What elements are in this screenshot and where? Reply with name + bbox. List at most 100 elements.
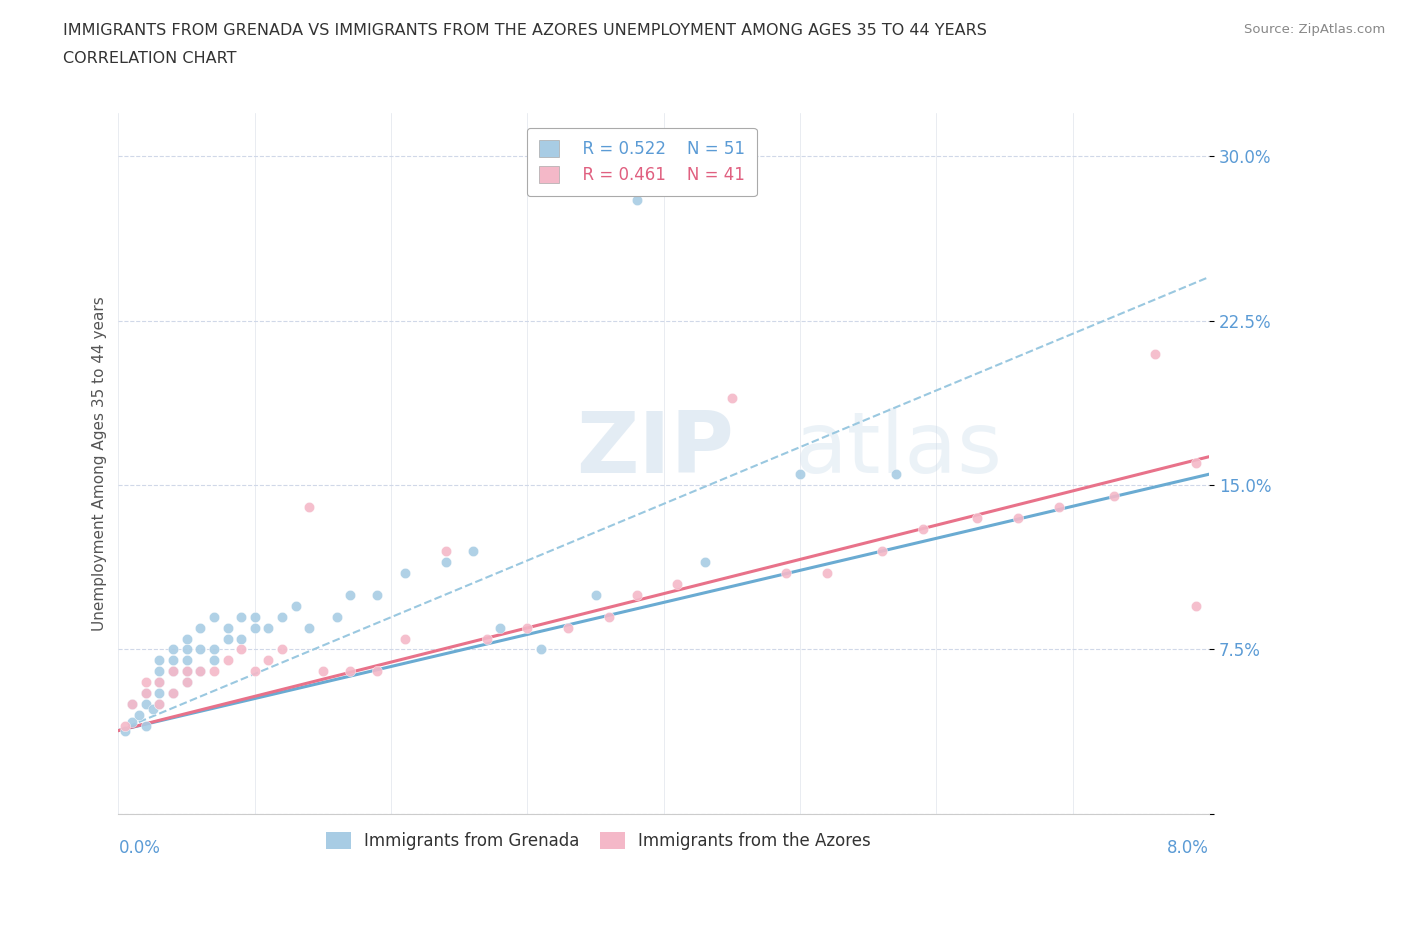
Point bbox=[598, 609, 620, 624]
Legend: Immigrants from Grenada, Immigrants from the Azores: Immigrants from Grenada, Immigrants from… bbox=[318, 823, 879, 858]
Point bbox=[284, 598, 307, 613]
Point bbox=[176, 631, 198, 646]
Point bbox=[162, 653, 184, 668]
Point bbox=[243, 609, 266, 624]
Point bbox=[121, 714, 143, 729]
Point bbox=[815, 565, 838, 580]
Point bbox=[394, 565, 416, 580]
Point bbox=[434, 543, 457, 558]
Point bbox=[188, 620, 211, 635]
Point bbox=[394, 631, 416, 646]
Point bbox=[1184, 456, 1206, 471]
Point bbox=[257, 653, 280, 668]
Point bbox=[626, 587, 648, 602]
Point bbox=[475, 631, 498, 646]
Point bbox=[666, 577, 689, 591]
Point bbox=[202, 609, 225, 624]
Point bbox=[489, 620, 512, 635]
Point bbox=[135, 675, 157, 690]
Point bbox=[148, 653, 170, 668]
Point bbox=[148, 664, 170, 679]
Y-axis label: Unemployment Among Ages 35 to 44 years: Unemployment Among Ages 35 to 44 years bbox=[93, 296, 107, 631]
Point bbox=[1143, 346, 1166, 361]
Text: Source: ZipAtlas.com: Source: ZipAtlas.com bbox=[1244, 23, 1385, 36]
Point bbox=[148, 697, 170, 711]
Point bbox=[789, 467, 811, 482]
Point bbox=[188, 642, 211, 657]
Point bbox=[516, 620, 538, 635]
Point bbox=[188, 664, 211, 679]
Point bbox=[231, 609, 253, 624]
Text: CORRELATION CHART: CORRELATION CHART bbox=[63, 51, 236, 66]
Text: atlas: atlas bbox=[794, 407, 1002, 491]
Point bbox=[162, 685, 184, 700]
Point bbox=[557, 620, 579, 635]
Point bbox=[121, 697, 143, 711]
Point bbox=[243, 620, 266, 635]
Point bbox=[217, 631, 239, 646]
Point bbox=[721, 390, 744, 405]
Point bbox=[176, 664, 198, 679]
Point bbox=[298, 620, 321, 635]
Text: IMMIGRANTS FROM GRENADA VS IMMIGRANTS FROM THE AZORES UNEMPLOYMENT AMONG AGES 35: IMMIGRANTS FROM GRENADA VS IMMIGRANTS FR… bbox=[63, 23, 987, 38]
Point bbox=[128, 708, 150, 723]
Point bbox=[162, 685, 184, 700]
Point bbox=[202, 664, 225, 679]
Point bbox=[271, 642, 294, 657]
Point bbox=[870, 543, 893, 558]
Point bbox=[231, 642, 253, 657]
Point bbox=[626, 193, 648, 207]
Text: 8.0%: 8.0% bbox=[1167, 839, 1209, 857]
Point bbox=[202, 653, 225, 668]
Point bbox=[148, 675, 170, 690]
Point bbox=[693, 554, 716, 569]
Point bbox=[188, 664, 211, 679]
Point bbox=[135, 697, 157, 711]
Point bbox=[114, 724, 136, 738]
Point bbox=[217, 620, 239, 635]
Point bbox=[911, 522, 934, 537]
Point bbox=[1102, 488, 1125, 503]
Point bbox=[135, 685, 157, 700]
Point bbox=[1184, 598, 1206, 613]
Point bbox=[141, 701, 163, 716]
Point bbox=[121, 697, 143, 711]
Point bbox=[966, 511, 988, 525]
Point bbox=[257, 620, 280, 635]
Point bbox=[530, 642, 553, 657]
Point bbox=[217, 653, 239, 668]
Point bbox=[325, 609, 347, 624]
Point bbox=[434, 554, 457, 569]
Point bbox=[176, 653, 198, 668]
Text: 0.0%: 0.0% bbox=[118, 839, 160, 857]
Point bbox=[231, 631, 253, 646]
Point bbox=[1047, 499, 1070, 514]
Point bbox=[585, 587, 607, 602]
Point bbox=[461, 543, 484, 558]
Point bbox=[339, 664, 361, 679]
Point bbox=[135, 685, 157, 700]
Point bbox=[202, 642, 225, 657]
Point bbox=[162, 664, 184, 679]
Point bbox=[243, 664, 266, 679]
Point bbox=[176, 642, 198, 657]
Point bbox=[114, 719, 136, 734]
Point bbox=[366, 587, 388, 602]
Point bbox=[298, 499, 321, 514]
Point bbox=[176, 664, 198, 679]
Point bbox=[148, 697, 170, 711]
Point bbox=[148, 685, 170, 700]
Point bbox=[1007, 511, 1029, 525]
Point bbox=[162, 664, 184, 679]
Point bbox=[775, 565, 797, 580]
Text: ZIP: ZIP bbox=[576, 407, 734, 491]
Point bbox=[312, 664, 335, 679]
Point bbox=[176, 675, 198, 690]
Point bbox=[176, 675, 198, 690]
Point bbox=[148, 675, 170, 690]
Point bbox=[339, 587, 361, 602]
Point bbox=[162, 642, 184, 657]
Point bbox=[366, 664, 388, 679]
Point bbox=[884, 467, 907, 482]
Point bbox=[271, 609, 294, 624]
